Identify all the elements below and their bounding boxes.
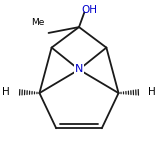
Text: Me: Me (31, 18, 44, 27)
Text: H: H (148, 87, 156, 97)
Text: N: N (75, 64, 83, 74)
Text: H: H (2, 87, 10, 97)
Text: OH: OH (81, 5, 97, 15)
